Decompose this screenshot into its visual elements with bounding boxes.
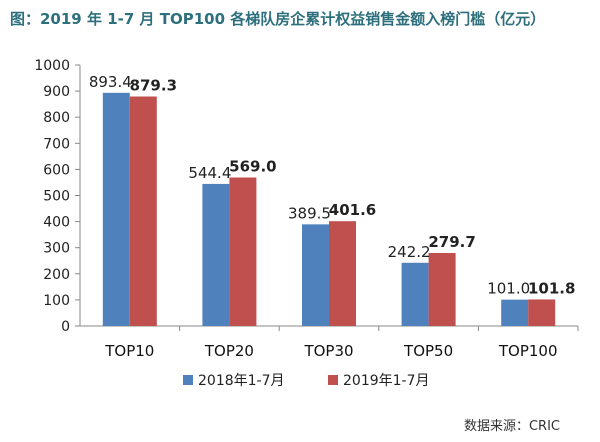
y-tick-label: 700 [43,136,70,152]
y-tick-label: 500 [43,189,70,205]
y-tick-label: 0 [61,319,70,335]
bar-2019 [329,221,356,326]
data-label: 242.2 [388,243,431,261]
data-label: 101.8 [528,279,575,297]
bar-2019 [428,252,456,326]
legend-label: 2018年1-7月 [198,373,285,389]
chart-legend: 2018年1-7月 2019年1-7月 [183,373,430,389]
data-label: 893.4 [89,73,132,91]
legend-label: 2019年1-7月 [343,373,430,389]
data-label: 101.0 [487,280,530,298]
bar-2018 [302,224,329,326]
x-category-label: TOP50 [403,342,453,360]
data-label: 569.0 [229,157,276,175]
x-category-label: TOP30 [303,342,353,360]
chart-axes: 0 100 200 300 400 500 600 700 800 900 1000 TOP10 TOP… [34,58,579,360]
y-tick-label: 1000 [34,58,70,74]
x-category-label: TOP20 [204,342,254,360]
legend-swatch [183,375,193,385]
bar-2018 [202,183,230,326]
data-label: 544.4 [188,164,231,182]
bar-2018 [102,92,130,326]
bar-2018 [501,299,529,326]
y-tick-label: 300 [43,241,70,257]
y-tick-label: 600 [43,162,70,178]
bar-2019 [229,177,257,326]
y-tick-label: 400 [43,215,70,231]
source-note: 数据来源：CRIC [463,419,560,434]
data-label: 279.7 [428,233,475,251]
x-category-label: TOP10 [104,342,154,360]
y-tick-label: 100 [43,293,70,309]
chart-title: 图：2019 年 1-7 月 TOP100 各梯队房企累计权益销售金额入榜门槛（… [10,10,546,28]
chart-bars [102,92,556,326]
data-label: 401.6 [329,201,376,219]
bar-2019 [528,299,556,326]
y-tick-label: 900 [43,84,70,100]
y-tick-label: 800 [43,110,70,126]
bar-2019 [129,96,157,326]
legend-swatch [328,375,338,385]
y-tick-label: 200 [43,267,70,283]
data-label: 389.5 [288,204,331,222]
x-category-label: TOP100 [498,342,558,360]
bar-2018 [401,262,429,326]
data-label: 879.3 [130,77,177,95]
